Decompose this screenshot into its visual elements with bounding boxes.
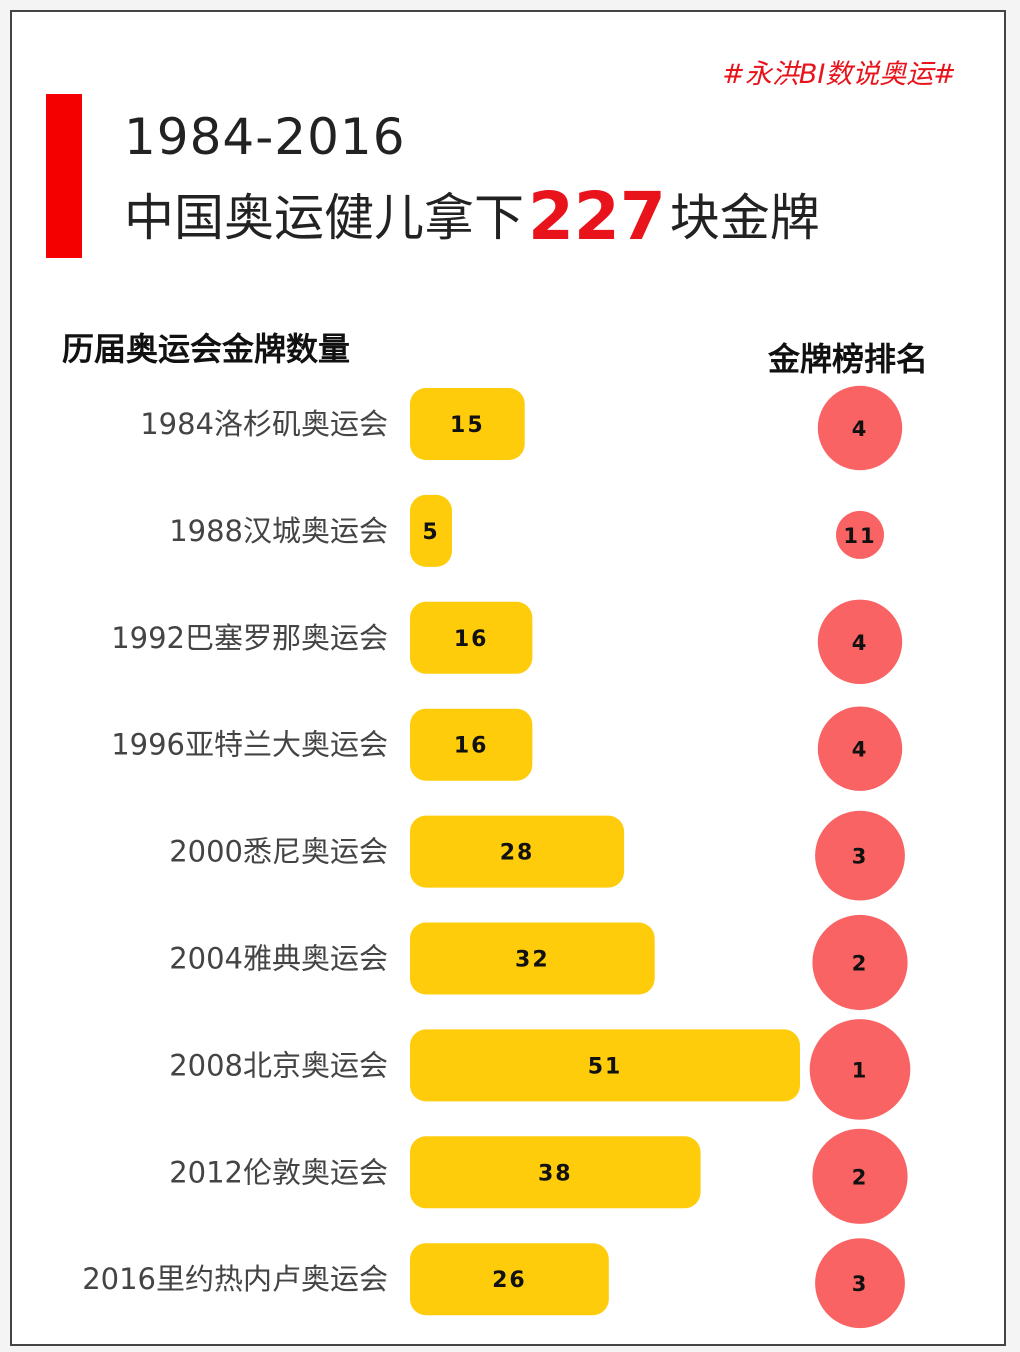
gold-count-bar xyxy=(410,922,655,995)
category-label: 2004雅典奥运会 xyxy=(169,942,388,976)
rank-circle xyxy=(815,810,905,901)
rank-circle xyxy=(817,706,903,791)
category-label: 2008北京奥运会 xyxy=(169,1048,388,1082)
title-prefix: 中国奥运健儿拿下 xyxy=(124,189,524,247)
category-label: 1988汉城奥运会 xyxy=(169,514,388,548)
title-main: 中国奥运健儿拿下227块金牌 xyxy=(124,178,820,255)
title-accent-bar xyxy=(46,94,82,258)
title-highlight-number: 227 xyxy=(528,178,666,255)
gold-count-bar xyxy=(410,601,533,674)
gold-count-label: 5 xyxy=(422,520,439,545)
gold-count-bar xyxy=(410,494,452,567)
rank-label: 1 xyxy=(852,1058,869,1082)
rank-circle xyxy=(812,914,908,1011)
category-label: 2016里约热内卢奥运会 xyxy=(82,1262,388,1296)
category-label: 1984洛杉矶奥运会 xyxy=(140,407,388,441)
gold-count-label: 32 xyxy=(515,948,550,973)
rank-circle xyxy=(809,1019,911,1120)
rank-header: 金牌榜排名 xyxy=(768,340,929,378)
rank-label: 2 xyxy=(852,952,869,976)
category-label: 1996亚特兰大奥运会 xyxy=(111,728,388,762)
rank-circle xyxy=(817,385,903,471)
rank-label: 11 xyxy=(843,524,876,548)
gold-count-bar xyxy=(410,708,533,781)
rank-circle xyxy=(817,599,903,684)
gold-count-label: 15 xyxy=(450,413,485,438)
rank-label: 3 xyxy=(852,1272,869,1296)
title-suffix: 块金牌 xyxy=(669,189,820,247)
gold-count-label: 16 xyxy=(454,734,489,759)
hashtag: #永洪BI数说奥运# xyxy=(722,59,956,90)
title-year-range: 1984-2016 xyxy=(124,108,406,166)
gold-count-bar xyxy=(410,1136,701,1209)
rank-label: 2 xyxy=(852,1165,869,1189)
gold-count-bar xyxy=(410,815,625,888)
gold-count-label: 28 xyxy=(500,841,535,866)
rank-circle xyxy=(812,1128,908,1224)
rank-circle xyxy=(815,1238,905,1329)
gold-count-label: 51 xyxy=(588,1054,623,1079)
gold-count-header: 历届奥运会金牌数量 xyxy=(62,330,351,368)
rank-circle xyxy=(836,510,884,559)
rank-label: 3 xyxy=(852,845,869,869)
gold-count-bar xyxy=(410,1243,609,1316)
category-label: 1992巴塞罗那奥运会 xyxy=(111,621,388,655)
gold-count-bar xyxy=(410,388,525,460)
rank-label: 4 xyxy=(852,738,869,762)
category-label: 2000悉尼奥运会 xyxy=(169,835,388,869)
gold-count-label: 26 xyxy=(492,1268,527,1293)
category-label: 2012伦敦奥运会 xyxy=(169,1155,388,1189)
gold-count-label: 38 xyxy=(538,1161,573,1186)
gold-count-bar xyxy=(410,1029,800,1102)
rank-label: 4 xyxy=(852,417,869,441)
gold-count-label: 16 xyxy=(454,627,489,652)
rank-label: 4 xyxy=(852,631,869,655)
